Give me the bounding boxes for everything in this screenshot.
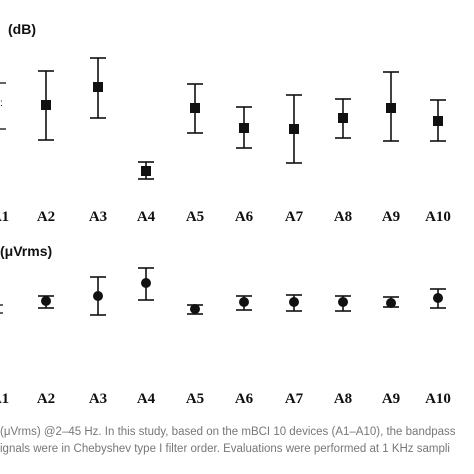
bottom-x-tick-labels: A1 A2 A3 A4 A5 A6 A7 A8 A9 A10 (0, 391, 451, 407)
figure-caption: (μVrms) @2–45 Hz. In this study, based o… (0, 424, 474, 474)
bottom-x-tick-a8: A8 (334, 391, 352, 407)
top-x-tick-a7: A7 (285, 209, 304, 225)
top-point-a6 (239, 123, 249, 133)
top-x-tick-labels: A1 A2 A3 A4 A5 A6 A7 A8 A9 A10 (0, 209, 451, 225)
bottom-x-tick-a5: A5 (186, 391, 204, 407)
top-point-a4 (141, 166, 151, 176)
top-axis-mark: : (0, 98, 3, 109)
top-x-tick-a10: A10 (425, 209, 451, 225)
top-x-tick-a3: A3 (89, 209, 107, 225)
bottom-series (38, 267, 446, 316)
bottom-panel: (μVrms) A1 A2 A3 A4 A5 A6 A7 A8 A9 A10 (0, 243, 451, 407)
bottom-unit-label: (μVrms) (0, 243, 52, 259)
bottom-x-tick-a7: A7 (285, 391, 304, 407)
top-point-a8 (338, 113, 348, 123)
bottom-x-tick-a2: A2 (37, 391, 55, 407)
bottom-point-a2 (41, 296, 51, 306)
top-point-a7 (289, 124, 299, 134)
top-point-a2 (41, 100, 51, 110)
top-point-a9 (386, 103, 396, 113)
bottom-point-a9 (386, 298, 396, 308)
top-x-tick-a5: A5 (186, 209, 204, 225)
top-point-a3 (93, 82, 103, 92)
bottom-x-tick-a9: A9 (382, 391, 400, 407)
bottom-point-a6 (239, 297, 249, 307)
top-x-tick-a1: A1 (0, 209, 9, 225)
top-x-tick-a2: A2 (37, 209, 55, 225)
top-x-tick-a8: A8 (334, 209, 352, 225)
bottom-x-tick-a3: A3 (89, 391, 107, 407)
top-point-a5 (190, 103, 200, 113)
top-point-a10 (433, 116, 443, 126)
bottom-x-tick-a6: A6 (235, 391, 254, 407)
bottom-x-tick-a1: A1 (0, 391, 9, 407)
bottom-x-tick-a10: A10 (425, 391, 451, 407)
top-series (38, 57, 446, 180)
top-x-tick-a4: A4 (137, 209, 156, 225)
top-x-tick-a6: A6 (235, 209, 254, 225)
top-x-tick-a9: A9 (382, 209, 400, 225)
top-unit-label: (dB) (8, 21, 36, 37)
top-panel: (dB) : A1 A2 A3 A4 A5 A6 A7 A8 A9 A10 (0, 21, 451, 225)
bottom-point-a5 (190, 304, 200, 314)
bottom-point-a10 (433, 293, 443, 303)
bottom-point-a7 (289, 297, 299, 307)
bottom-x-tick-a4: A4 (137, 391, 156, 407)
bottom-point-a8 (338, 297, 348, 307)
caption-line-2: ignals were in Chebyshev type I filter o… (0, 443, 450, 455)
bottom-point-a3 (93, 291, 103, 301)
bottom-point-a4 (141, 278, 151, 288)
caption-line-1: (μVrms) @2–45 Hz. In this study, based o… (0, 426, 456, 438)
